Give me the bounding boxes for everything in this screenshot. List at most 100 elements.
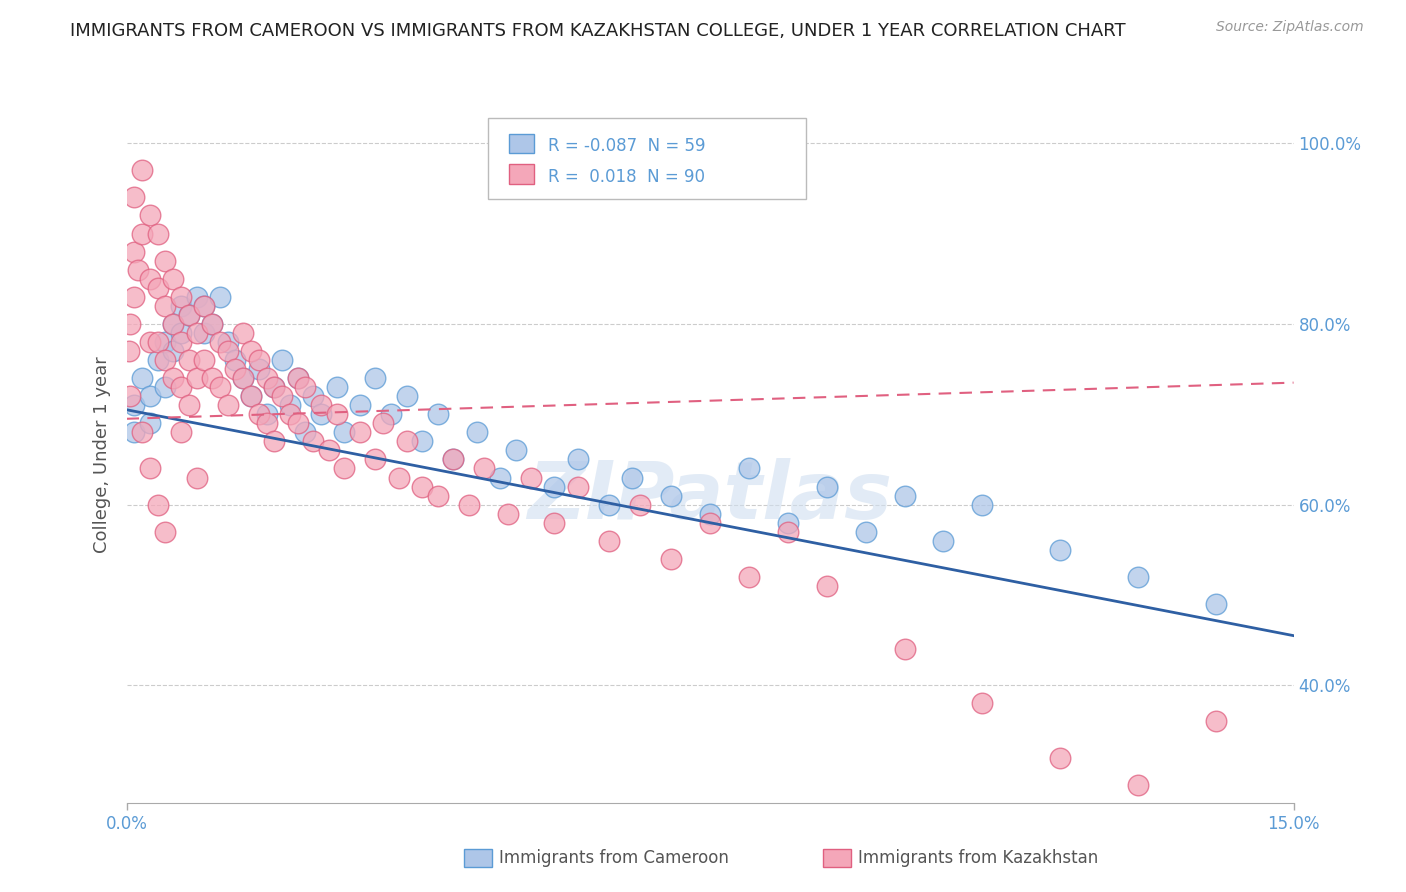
Point <box>373 417 395 431</box>
Point <box>325 380 347 394</box>
Point <box>186 470 208 484</box>
Point <box>294 380 316 394</box>
Point <box>543 479 565 493</box>
Y-axis label: College, Under 1 year: College, Under 1 year <box>93 357 111 553</box>
Point <box>201 317 224 331</box>
Point <box>263 434 285 449</box>
Point <box>388 470 411 484</box>
Point <box>232 371 254 385</box>
Point <box>217 334 239 349</box>
Point <box>162 271 184 285</box>
Point <box>201 371 224 385</box>
Point <box>893 642 915 657</box>
Point <box>1049 542 1071 557</box>
Point <box>177 308 200 322</box>
Point <box>505 443 527 458</box>
Point <box>302 389 325 403</box>
Point <box>738 570 761 584</box>
Point <box>240 344 263 359</box>
Point <box>294 425 316 440</box>
Point <box>139 461 162 475</box>
Point <box>224 362 246 376</box>
Point <box>621 470 644 484</box>
Point <box>118 389 141 403</box>
Point <box>240 389 263 403</box>
Point <box>131 163 153 178</box>
Point <box>364 452 387 467</box>
Point <box>139 334 162 349</box>
Point <box>247 353 270 368</box>
Point <box>543 516 565 530</box>
Point <box>1205 597 1227 611</box>
Point <box>256 371 278 385</box>
Point <box>217 344 239 359</box>
Point <box>186 371 208 385</box>
Point <box>659 551 682 566</box>
Point <box>567 479 589 493</box>
Point <box>139 209 162 223</box>
Point <box>120 317 142 331</box>
Point <box>972 697 994 711</box>
Point <box>278 398 301 412</box>
Point <box>247 407 270 421</box>
Point <box>395 434 418 449</box>
Point <box>193 326 215 340</box>
Point <box>1126 778 1149 792</box>
Point <box>411 434 433 449</box>
Point <box>208 380 231 394</box>
Point <box>659 489 682 503</box>
Text: Immigrants from Kazakhstan: Immigrants from Kazakhstan <box>858 849 1098 867</box>
Point <box>240 389 263 403</box>
Point <box>162 344 184 359</box>
Point <box>139 389 162 403</box>
Point <box>411 479 433 493</box>
Point <box>309 398 332 412</box>
Point <box>124 398 146 412</box>
Point <box>1049 750 1071 764</box>
Point <box>855 524 877 539</box>
Point <box>146 281 169 295</box>
Point <box>124 190 146 204</box>
Point <box>426 407 449 421</box>
Point <box>520 470 543 484</box>
Point <box>815 579 838 593</box>
Point <box>193 299 215 313</box>
Point <box>186 290 208 304</box>
Point <box>1205 714 1227 729</box>
Point <box>177 398 200 412</box>
Point <box>146 498 169 512</box>
Point <box>457 498 479 512</box>
Point <box>170 334 193 349</box>
Point <box>309 407 332 421</box>
Point <box>271 353 294 368</box>
Point <box>932 533 955 548</box>
Point <box>395 389 418 403</box>
Point <box>247 362 270 376</box>
Point <box>177 308 200 322</box>
Point <box>263 380 285 394</box>
Point <box>815 479 838 493</box>
Point <box>287 371 309 385</box>
Point <box>1126 570 1149 584</box>
Point <box>364 371 387 385</box>
Point <box>155 334 177 349</box>
Text: IMMIGRANTS FROM CAMEROON VS IMMIGRANTS FROM KAZAKHSTAN COLLEGE, UNDER 1 YEAR COR: IMMIGRANTS FROM CAMEROON VS IMMIGRANTS F… <box>70 22 1126 40</box>
Point <box>224 353 246 368</box>
Point <box>465 425 488 440</box>
Point <box>232 371 254 385</box>
Point <box>349 398 371 412</box>
Point <box>139 417 162 431</box>
Point <box>271 389 294 403</box>
Point <box>567 452 589 467</box>
Point <box>177 353 200 368</box>
Point <box>256 417 278 431</box>
Point <box>208 334 231 349</box>
Point <box>155 524 177 539</box>
Point <box>131 425 153 440</box>
Point <box>972 498 994 512</box>
Point <box>127 262 149 277</box>
Point <box>489 470 512 484</box>
Point <box>162 317 184 331</box>
Point <box>628 498 651 512</box>
Point <box>208 290 231 304</box>
